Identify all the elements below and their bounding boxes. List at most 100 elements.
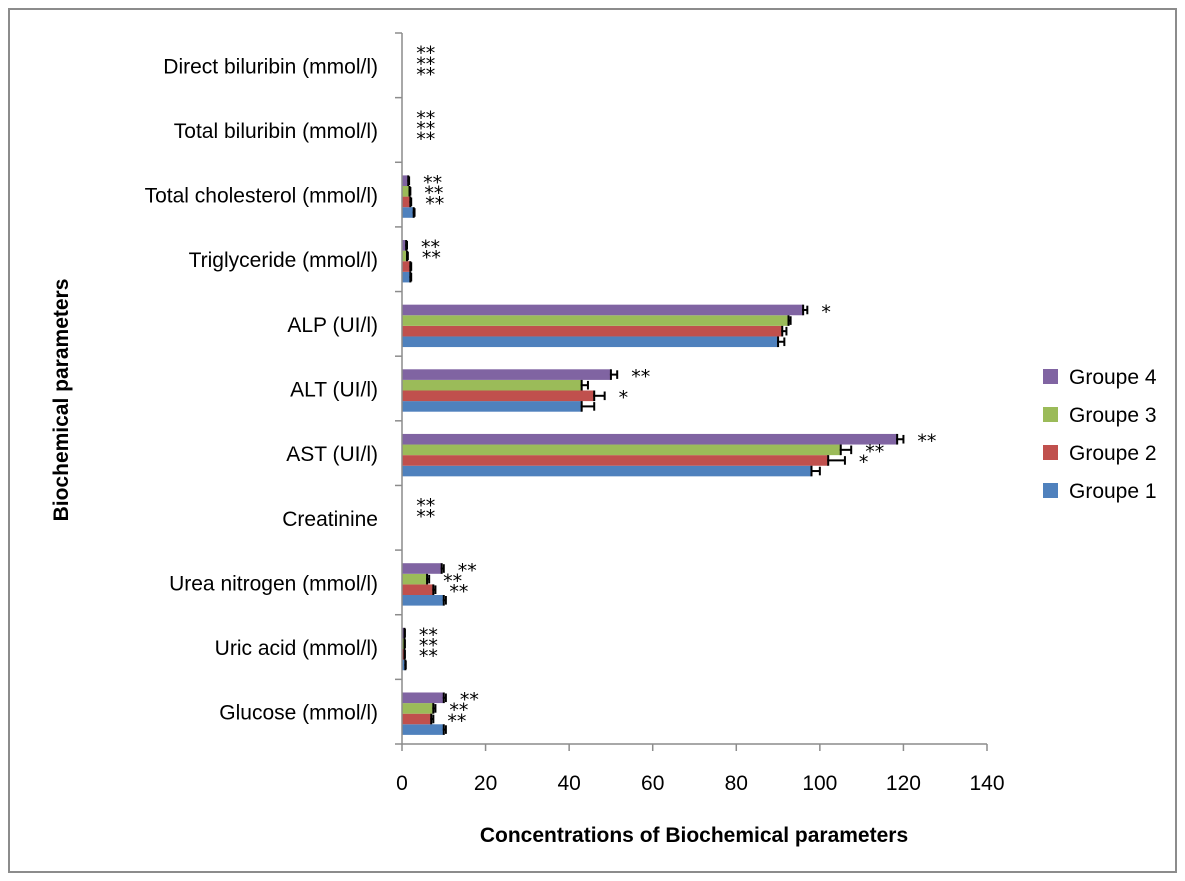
bar-groupe-2-6 xyxy=(402,325,783,337)
legend-label: Groupe 1 xyxy=(1069,480,1157,503)
error-bar-groupe-3-6 xyxy=(787,315,792,326)
category-label: Uric acid (mmol/l) xyxy=(215,637,378,660)
error-bar-groupe-4-2 xyxy=(440,563,445,574)
bar-groupe-1-5 xyxy=(402,401,582,412)
significance-mark: ** xyxy=(416,506,435,528)
error-bar-groupe-4-6 xyxy=(802,304,809,316)
significance-mark: ** xyxy=(416,43,435,65)
category-label: Glucose (mmol/l) xyxy=(219,702,378,725)
bar-groupe-4-5 xyxy=(402,369,611,380)
bar-groupe-4-6 xyxy=(402,304,804,316)
legend-item-groupe-2: Groupe 2 xyxy=(1043,442,1157,465)
category-label: Urea nitrogen (mmol/l) xyxy=(169,572,378,595)
category-labels: Glucose (mmol/l) Uric acid (mmol/l) Urea n… xyxy=(145,55,378,724)
bar-groupe-2-1 xyxy=(402,649,405,660)
significance-mark: ** xyxy=(449,581,468,603)
significance-mark: * xyxy=(859,452,869,474)
error-bar-groupe-4-0 xyxy=(442,692,447,704)
error-bar-groupe-4-7 xyxy=(405,240,409,251)
significance-mark: ** xyxy=(449,700,468,722)
significance-mark: ** xyxy=(447,710,466,732)
bar-groupe-3-8 xyxy=(402,185,410,197)
y-axis-title: Biochemical parameters xyxy=(50,279,73,522)
legend-item-groupe-4: Groupe 4 xyxy=(1043,366,1157,389)
x-tick-label: 80 xyxy=(725,772,748,795)
category-label: AST (UI/l) xyxy=(286,443,378,466)
bar-groupe-1-6 xyxy=(402,336,779,348)
bar-groupe-2-8 xyxy=(402,196,411,208)
significance-mark: ** xyxy=(419,624,438,646)
significance-mark: ** xyxy=(416,53,435,75)
significance-mark: ** xyxy=(865,441,884,463)
bar-groupe-4-0 xyxy=(402,692,444,704)
x-tick-label: 140 xyxy=(969,772,1004,795)
significance-mark: ** xyxy=(421,237,440,259)
bar-groupe-3-1 xyxy=(402,638,405,650)
bar-groupe-1-8 xyxy=(402,207,414,218)
error-bar-groupe-2-6 xyxy=(781,325,788,337)
error-bar-groupe-4-8 xyxy=(407,175,411,186)
bars-layer xyxy=(402,46,898,735)
error-bars-layer xyxy=(403,175,905,735)
error-bar-groupe-2-1 xyxy=(403,649,406,660)
error-bar-groupe-2-5 xyxy=(593,390,606,402)
significance-mark: ** xyxy=(416,129,435,151)
error-bar-groupe-2-8 xyxy=(409,196,413,208)
legend: Groupe 4 Groupe 3 Groupe 2 Groupe 1 xyxy=(1043,366,1157,503)
category-label: ALT (UI/l) xyxy=(290,379,378,402)
bar-groupe-1-7 xyxy=(402,271,411,283)
bar-groupe-3-6 xyxy=(402,315,789,326)
bar-groupe-3-4 xyxy=(402,444,841,456)
significance-mark: ** xyxy=(631,366,650,388)
bar-groupe-1-4 xyxy=(402,465,812,477)
significance-mark: ** xyxy=(423,172,442,194)
error-bar-groupe-3-7 xyxy=(406,250,409,262)
significance-mark: ** xyxy=(422,247,441,269)
significance-mark: ** xyxy=(419,635,438,657)
legend-swatch xyxy=(1043,445,1058,460)
error-bar-groupe-3-5 xyxy=(580,379,589,391)
bar-groupe-1-1 xyxy=(402,659,406,671)
x-tick-label: 0 xyxy=(396,772,408,795)
legend-swatch xyxy=(1043,407,1058,422)
bar-groupe-4-4 xyxy=(402,433,898,445)
error-bar-groupe-1-8 xyxy=(412,207,416,218)
significance-mark: ** xyxy=(416,107,435,129)
significance-mark: ** xyxy=(416,495,435,517)
legend-item-groupe-3: Groupe 3 xyxy=(1043,404,1157,427)
x-tick-label: 20 xyxy=(474,772,497,795)
bar-groupe-2-0 xyxy=(402,713,432,725)
legend-label: Groupe 3 xyxy=(1069,404,1157,427)
bar-groupe-3-2 xyxy=(402,573,428,585)
error-bar-groupe-2-4 xyxy=(827,455,846,466)
x-tick-label: 40 xyxy=(557,772,580,795)
legend-item-groupe-1: Groupe 1 xyxy=(1043,480,1157,503)
error-bar-groupe-3-8 xyxy=(408,185,412,197)
significance-mark: * xyxy=(619,387,629,409)
bar-groupe-3-7 xyxy=(402,250,408,262)
category-label: Triglyceride (mmol/l) xyxy=(189,249,378,272)
significance-mark: ** xyxy=(425,193,444,215)
error-bar-groupe-2-7 xyxy=(409,261,413,272)
error-bar-groupe-3-2 xyxy=(426,573,431,585)
category-label: ALP (UI/l) xyxy=(287,314,378,337)
error-bar-groupe-3-4 xyxy=(839,444,853,456)
bar-groupe-2-5 xyxy=(402,390,595,402)
significance-mark: ** xyxy=(416,118,435,140)
category-label: Total cholesterol (mmol/l) xyxy=(145,185,378,208)
error-bar-groupe-3-1 xyxy=(403,638,406,650)
significance-mark: ** xyxy=(416,64,435,86)
error-bar-groupe-4-1 xyxy=(403,627,406,639)
legend-swatch xyxy=(1043,369,1058,384)
error-bar-groupe-1-5 xyxy=(580,401,596,412)
error-bar-groupe-4-5 xyxy=(609,369,619,380)
bar-groupe-2-7 xyxy=(402,261,411,272)
error-bar-groupe-2-2 xyxy=(432,584,437,596)
bar-groupe-4-8 xyxy=(402,175,409,186)
category-label: Direct biluribin (mmol/l) xyxy=(163,55,378,78)
error-bar-groupe-1-0 xyxy=(442,724,447,735)
error-bar-groupe-1-2 xyxy=(442,595,447,606)
error-bar-groupe-1-4 xyxy=(810,465,821,477)
bar-groupe-1-2 xyxy=(402,595,444,606)
significance-mark: ** xyxy=(424,183,443,205)
